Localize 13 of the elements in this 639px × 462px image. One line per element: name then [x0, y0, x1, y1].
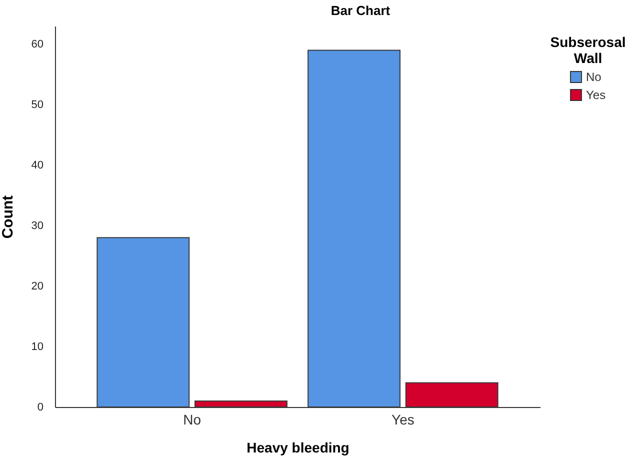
y-tick-label: 10	[31, 341, 44, 354]
y-axis-title: Count	[0, 195, 16, 239]
y-tick-label: 30	[31, 220, 44, 232]
chart-title: Bar Chart	[330, 3, 391, 18]
y-tick-label: 20	[31, 280, 44, 293]
y-tick-label: 40	[31, 160, 44, 172]
legend-title: Subserosal Wall	[550, 34, 626, 66]
y-tick-label: 60	[31, 38, 44, 51]
legend-label: No	[586, 70, 602, 84]
x-axis-title: Heavy bleeding	[246, 440, 350, 456]
y-tick-label: 50	[31, 99, 44, 112]
y-tick-label: 0	[37, 402, 44, 414]
legend-label: Yes	[586, 88, 606, 102]
